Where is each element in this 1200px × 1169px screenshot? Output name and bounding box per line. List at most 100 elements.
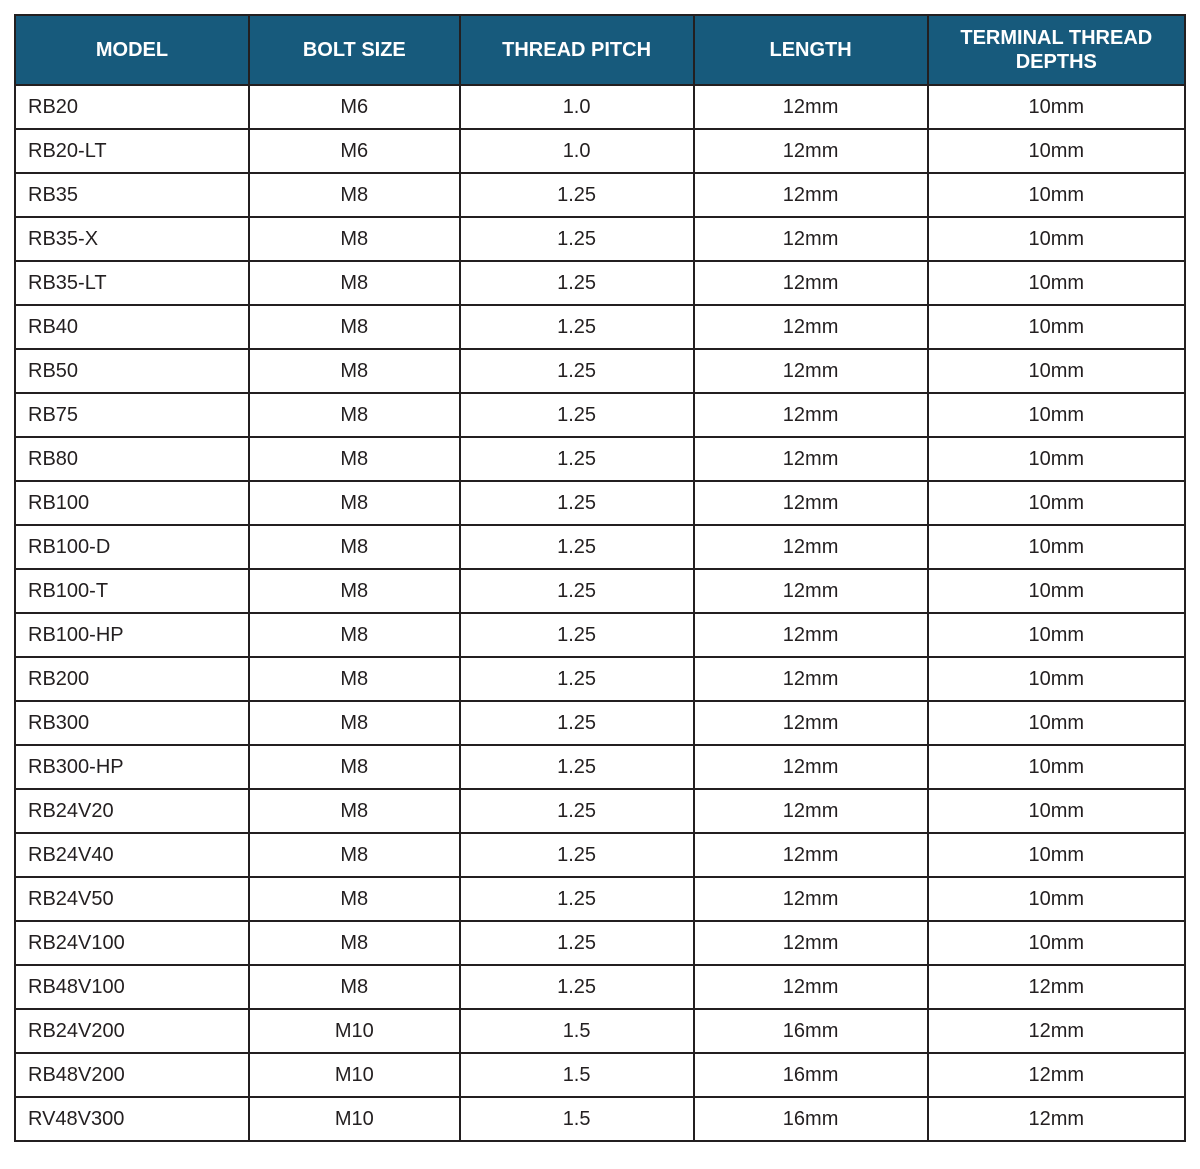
- cell-length: 12mm: [694, 305, 928, 349]
- cell-model: RB100-D: [15, 525, 249, 569]
- table-row: RB24V50M81.2512mm10mm: [15, 877, 1185, 921]
- cell-depth: 10mm: [928, 833, 1185, 877]
- table-row: RB40M81.2512mm10mm: [15, 305, 1185, 349]
- cell-bolt: M8: [249, 877, 460, 921]
- cell-depth: 12mm: [928, 1097, 1185, 1141]
- cell-length: 12mm: [694, 349, 928, 393]
- cell-pitch: 1.25: [460, 305, 694, 349]
- cell-pitch: 1.25: [460, 745, 694, 789]
- cell-model: RB80: [15, 437, 249, 481]
- cell-pitch: 1.25: [460, 921, 694, 965]
- cell-length: 12mm: [694, 877, 928, 921]
- cell-depth: 10mm: [928, 525, 1185, 569]
- cell-pitch: 1.25: [460, 613, 694, 657]
- cell-model: RB100-T: [15, 569, 249, 613]
- cell-bolt: M8: [249, 965, 460, 1009]
- cell-length: 12mm: [694, 261, 928, 305]
- cell-depth: 10mm: [928, 305, 1185, 349]
- cell-length: 12mm: [694, 701, 928, 745]
- cell-depth: 12mm: [928, 1053, 1185, 1097]
- cell-model: RB50: [15, 349, 249, 393]
- cell-length: 12mm: [694, 833, 928, 877]
- col-header-length: LENGTH: [694, 15, 928, 85]
- cell-pitch: 1.25: [460, 657, 694, 701]
- col-header-pitch: THREAD PITCH: [460, 15, 694, 85]
- cell-bolt: M6: [249, 129, 460, 173]
- cell-length: 12mm: [694, 437, 928, 481]
- cell-pitch: 1.25: [460, 349, 694, 393]
- cell-model: RB24V200: [15, 1009, 249, 1053]
- cell-depth: 12mm: [928, 965, 1185, 1009]
- cell-depth: 10mm: [928, 921, 1185, 965]
- cell-length: 12mm: [694, 129, 928, 173]
- table-row: RB48V100M81.2512mm12mm: [15, 965, 1185, 1009]
- cell-length: 12mm: [694, 745, 928, 789]
- cell-bolt: M8: [249, 833, 460, 877]
- cell-model: RB24V100: [15, 921, 249, 965]
- cell-length: 12mm: [694, 217, 928, 261]
- cell-depth: 10mm: [928, 745, 1185, 789]
- cell-pitch: 1.0: [460, 85, 694, 129]
- cell-depth: 10mm: [928, 789, 1185, 833]
- table-header: MODEL BOLT SIZE THREAD PITCH LENGTH TERM…: [15, 15, 1185, 85]
- col-header-model: MODEL: [15, 15, 249, 85]
- cell-bolt: M8: [249, 437, 460, 481]
- cell-pitch: 1.25: [460, 217, 694, 261]
- cell-length: 16mm: [694, 1053, 928, 1097]
- cell-length: 12mm: [694, 613, 928, 657]
- cell-depth: 12mm: [928, 1009, 1185, 1053]
- cell-pitch: 1.25: [460, 833, 694, 877]
- cell-bolt: M8: [249, 393, 460, 437]
- cell-bolt: M8: [249, 481, 460, 525]
- cell-bolt: M10: [249, 1053, 460, 1097]
- cell-length: 12mm: [694, 921, 928, 965]
- cell-bolt: M8: [249, 261, 460, 305]
- cell-pitch: 1.25: [460, 701, 694, 745]
- cell-length: 12mm: [694, 569, 928, 613]
- cell-pitch: 1.5: [460, 1009, 694, 1053]
- cell-pitch: 1.25: [460, 965, 694, 1009]
- spec-table: MODEL BOLT SIZE THREAD PITCH LENGTH TERM…: [14, 14, 1186, 1142]
- cell-length: 12mm: [694, 965, 928, 1009]
- table-row: RB24V20M81.2512mm10mm: [15, 789, 1185, 833]
- table-row: RB20M61.012mm10mm: [15, 85, 1185, 129]
- table-row: RB75M81.2512mm10mm: [15, 393, 1185, 437]
- cell-bolt: M8: [249, 613, 460, 657]
- table-row: RB35-XM81.2512mm10mm: [15, 217, 1185, 261]
- table-row: RB80M81.2512mm10mm: [15, 437, 1185, 481]
- cell-length: 16mm: [694, 1009, 928, 1053]
- cell-model: RB20: [15, 85, 249, 129]
- cell-pitch: 1.25: [460, 525, 694, 569]
- cell-depth: 10mm: [928, 129, 1185, 173]
- table-row: RB48V200M101.516mm12mm: [15, 1053, 1185, 1097]
- cell-model: RB75: [15, 393, 249, 437]
- cell-model: RB24V50: [15, 877, 249, 921]
- cell-bolt: M8: [249, 569, 460, 613]
- cell-pitch: 1.5: [460, 1053, 694, 1097]
- cell-bolt: M8: [249, 657, 460, 701]
- cell-bolt: M8: [249, 789, 460, 833]
- cell-bolt: M8: [249, 305, 460, 349]
- cell-pitch: 1.25: [460, 569, 694, 613]
- table-row: RB100-TM81.2512mm10mm: [15, 569, 1185, 613]
- cell-length: 12mm: [694, 657, 928, 701]
- cell-depth: 10mm: [928, 173, 1185, 217]
- cell-pitch: 1.25: [460, 393, 694, 437]
- cell-model: RB200: [15, 657, 249, 701]
- cell-bolt: M8: [249, 921, 460, 965]
- table-row: RB200M81.2512mm10mm: [15, 657, 1185, 701]
- table-row: RB35-LTM81.2512mm10mm: [15, 261, 1185, 305]
- cell-depth: 10mm: [928, 657, 1185, 701]
- table-row: RB100-HPM81.2512mm10mm: [15, 613, 1185, 657]
- cell-model: RB24V40: [15, 833, 249, 877]
- cell-length: 12mm: [694, 85, 928, 129]
- table-row: RB24V100M81.2512mm10mm: [15, 921, 1185, 965]
- cell-bolt: M8: [249, 173, 460, 217]
- cell-depth: 10mm: [928, 349, 1185, 393]
- cell-model: RB100-HP: [15, 613, 249, 657]
- cell-pitch: 1.25: [460, 261, 694, 305]
- cell-bolt: M8: [249, 349, 460, 393]
- table-body: RB20M61.012mm10mmRB20-LTM61.012mm10mmRB3…: [15, 85, 1185, 1141]
- table-row: RB50M81.2512mm10mm: [15, 349, 1185, 393]
- table-row: RB20-LTM61.012mm10mm: [15, 129, 1185, 173]
